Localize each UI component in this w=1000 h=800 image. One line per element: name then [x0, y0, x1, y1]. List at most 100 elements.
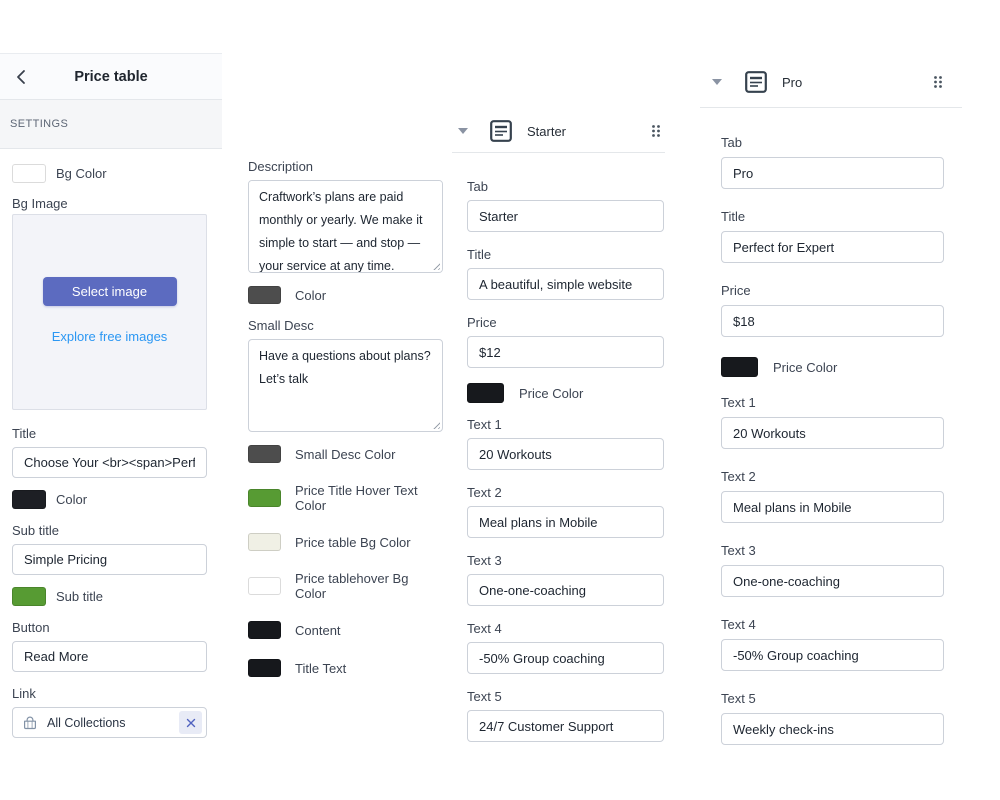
text1-input[interactable]: [721, 417, 944, 449]
text4-field-group: Text 4: [467, 621, 664, 674]
title-input[interactable]: [12, 447, 207, 478]
price-table-bg-color-label: Price table Bg Color: [295, 534, 411, 550]
button-text-input[interactable]: [12, 641, 207, 672]
text3-input[interactable]: [467, 574, 664, 606]
tab-input[interactable]: [721, 157, 944, 189]
subtitle-color-swatch[interactable]: [12, 587, 46, 606]
price-table-hover-bg-color-row: Price tablehover Bg Color: [248, 571, 443, 601]
color-settings-list: Price Title Hover Text Color Price table…: [248, 483, 443, 677]
plan-panel-starter: Starter Tab Title Price: [452, 117, 665, 757]
bg-image-dropzone[interactable]: Select image Explore free images: [12, 214, 207, 410]
text3-field-group: Text 3: [467, 553, 664, 606]
subtitle-input[interactable]: [12, 544, 207, 575]
collections-bag-icon: [22, 715, 38, 731]
price-table-hover-bg-color-swatch[interactable]: [248, 577, 281, 595]
text4-input[interactable]: [721, 639, 944, 671]
price-title-hover-color-label: Price Title Hover Text Color: [295, 483, 418, 513]
price-field-group: Price: [467, 315, 664, 368]
text4-label: Text 4: [721, 617, 756, 632]
clear-link-button[interactable]: [179, 711, 202, 734]
price-field-group: Price: [721, 283, 944, 337]
bg-color-row: Bg Color: [12, 164, 207, 183]
title-text-color-swatch[interactable]: [248, 659, 281, 677]
price-label: Price: [721, 283, 751, 298]
content-settings-column: Description Color Small Desc Small Desc …: [248, 159, 443, 677]
price-input[interactable]: [467, 336, 664, 368]
title-color-swatch[interactable]: [12, 490, 46, 509]
tab-label: Tab: [467, 179, 488, 194]
collapse-caret-icon[interactable]: [712, 79, 722, 85]
text2-label: Text 2: [467, 485, 502, 500]
price-table-hover-bg-color-label: Price tablehover Bg Color: [295, 571, 409, 601]
divider: [700, 107, 962, 108]
text3-input[interactable]: [721, 565, 944, 597]
button-field-group: Button: [12, 620, 207, 672]
price-input[interactable]: [721, 305, 944, 337]
price-color-swatch[interactable]: [467, 383, 504, 403]
text3-label: Text 3: [721, 543, 756, 558]
price-table-panel: Price table SETTINGS Bg Color Bg Image S…: [0, 53, 222, 738]
description-color-label: Color: [295, 287, 327, 303]
tab-input[interactable]: [467, 200, 664, 232]
text1-input[interactable]: [467, 438, 664, 470]
divider: [452, 152, 665, 153]
plan-title-input[interactable]: [467, 268, 664, 300]
price-table-bg-color-swatch[interactable]: [248, 533, 281, 551]
starter-fields: Tab Title Price Price Color Text 1 Text …: [452, 153, 665, 742]
price-title-hover-color-swatch[interactable]: [248, 489, 281, 507]
title-field-group: Title: [721, 209, 944, 263]
bg-color-label: Bg Color: [56, 165, 107, 181]
text3-field-group: Text 3: [721, 543, 944, 597]
price-color-label: Price Color: [519, 385, 584, 401]
price-table-bg-color-row: Price table Bg Color: [248, 533, 443, 551]
title-field-label: Title: [12, 426, 37, 441]
subtitle-field-group: Sub title: [12, 523, 207, 575]
select-image-button[interactable]: Select image: [42, 277, 177, 306]
price-color-row: Price Color: [467, 383, 664, 403]
text5-input[interactable]: [467, 710, 664, 742]
description-textarea[interactable]: [248, 180, 443, 273]
link-selector[interactable]: All Collections: [12, 707, 207, 738]
text5-input[interactable]: [721, 713, 944, 745]
settings-section-header: SETTINGS: [0, 100, 222, 149]
text5-field-group: Text 5: [467, 689, 664, 742]
pricing-tab-icon: [745, 71, 767, 93]
subtitle-color-label: Sub title: [56, 588, 103, 604]
title-field-group: Title: [12, 426, 207, 478]
drag-handle-icon[interactable]: [651, 124, 661, 138]
collapse-caret-icon[interactable]: [458, 128, 468, 134]
explore-free-images-link[interactable]: Explore free images: [51, 329, 168, 344]
description-color-swatch[interactable]: [248, 286, 281, 304]
small-desc-color-swatch[interactable]: [248, 445, 281, 463]
content-color-label: Content: [295, 622, 341, 638]
plan-name: Starter: [527, 123, 567, 139]
subtitle-color-row: Sub title: [12, 587, 207, 606]
text2-input[interactable]: [721, 491, 944, 523]
text4-input[interactable]: [467, 642, 664, 674]
drag-handle-icon[interactable]: [933, 75, 943, 89]
description-color-row: Color: [248, 286, 443, 304]
starter-panel-header: Starter: [452, 117, 665, 145]
bg-color-swatch[interactable]: [12, 164, 46, 183]
text2-field-group: Text 2: [467, 485, 664, 538]
price-label: Price: [467, 315, 497, 330]
title-color-label: Color: [56, 491, 88, 507]
text1-label: Text 1: [467, 417, 502, 432]
pro-fields: Tab Title Price Price Color Text 1 Text …: [700, 108, 962, 745]
title-color-row: Color: [12, 490, 207, 509]
back-button[interactable]: [8, 54, 34, 99]
subtitle-field-label: Sub title: [12, 523, 59, 538]
plan-panel-pro: Pro Tab Title Price: [700, 68, 962, 765]
price-color-swatch[interactable]: [721, 357, 758, 377]
text4-label: Text 4: [467, 621, 502, 636]
bg-image-label: Bg Image: [12, 196, 68, 211]
text2-input[interactable]: [467, 506, 664, 538]
close-icon: [186, 718, 196, 728]
small-desc-textarea[interactable]: [248, 339, 443, 432]
plan-title-input[interactable]: [721, 231, 944, 263]
pricing-tab-icon: [490, 120, 512, 142]
content-color-swatch[interactable]: [248, 621, 281, 639]
text5-field-group: Text 5: [721, 691, 944, 745]
text2-label: Text 2: [721, 469, 756, 484]
